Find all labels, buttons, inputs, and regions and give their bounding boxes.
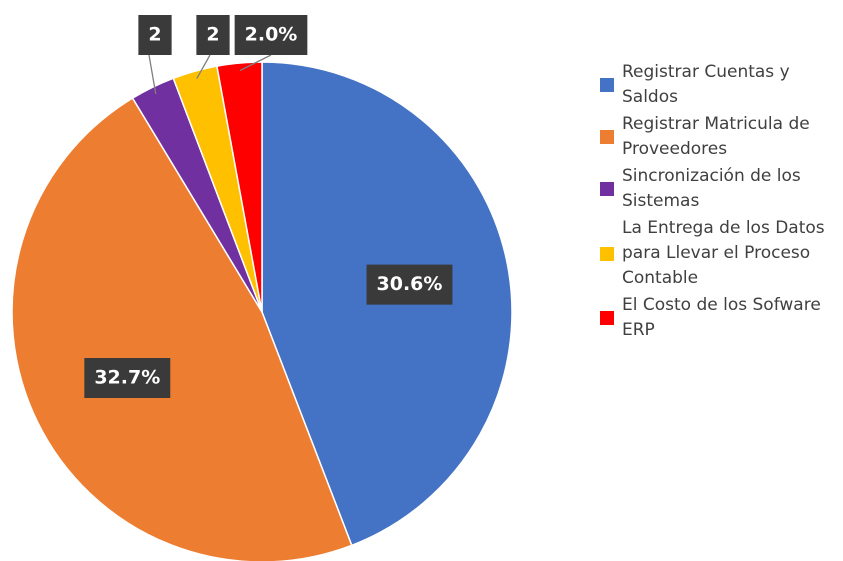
legend-label: El Costo de los Sofware ERP: [622, 295, 821, 340]
data-label: 30.6%: [377, 273, 443, 295]
legend-label: La Entrega de los Datos para Llevar el P…: [622, 218, 825, 288]
legend-item: Sincronización de los Sistemas: [600, 164, 830, 214]
data-label: 2: [206, 24, 219, 46]
legend-label: Registrar Matricula de Proveedores: [622, 114, 810, 159]
legend-swatch: [600, 78, 614, 92]
legend: Registrar Cuentas y Saldos Registrar Matr…: [600, 60, 830, 345]
leader-line: [148, 54, 157, 95]
pie-slice: [216, 61, 263, 313]
legend-swatch: [600, 311, 614, 325]
leader-line: [196, 54, 211, 79]
legend-swatch: [600, 130, 614, 144]
legend-swatch: [600, 246, 614, 261]
label-box: [138, 15, 172, 55]
legend-item: El Costo de los Sofware ERP: [600, 293, 830, 343]
legend-swatch: [600, 182, 614, 196]
label-box: [366, 264, 453, 305]
legend-item: Registrar Matricula de Proveedores: [600, 112, 830, 162]
pie-slice: [11, 97, 353, 561]
data-label: 2.0%: [245, 24, 298, 46]
data-label: 32.7%: [94, 367, 160, 389]
leader-line: [239, 54, 272, 72]
legend-label: Registrar Cuentas y Saldos: [622, 62, 790, 107]
label-box: [84, 358, 171, 399]
legend-item: Registrar Cuentas y Saldos: [600, 60, 830, 110]
legend-label: Sincronización de los Sistemas: [622, 166, 801, 211]
label-box: [234, 15, 308, 55]
label-box: [196, 15, 230, 55]
data-label: 2: [148, 24, 161, 46]
legend-item: La Entrega de los Datos para Llevar el P…: [600, 216, 830, 291]
